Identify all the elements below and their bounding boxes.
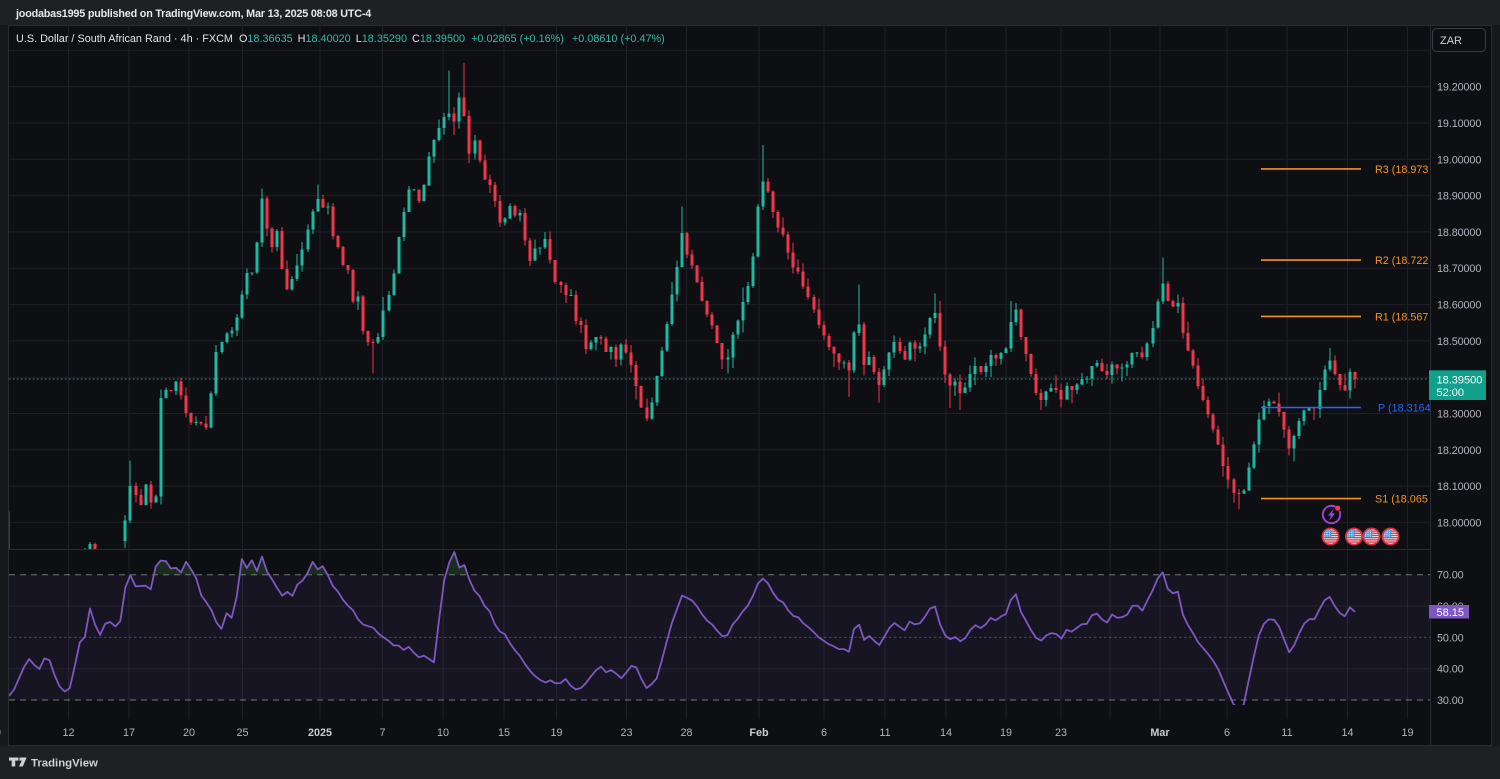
- svg-text:2025: 2025: [308, 727, 332, 739]
- svg-text:11: 11: [1281, 727, 1292, 739]
- svg-text:18.90000: 18.90000: [1437, 191, 1481, 203]
- svg-text:joodabas1995 published on Trad: joodabas1995 published on TradingView.co…: [15, 8, 371, 20]
- svg-text:20: 20: [183, 727, 195, 739]
- svg-text:U.S. Dollar / South African Ra: U.S. Dollar / South African Rand · 4h · …: [16, 33, 665, 45]
- svg-text:15: 15: [498, 727, 510, 739]
- svg-text:23: 23: [620, 727, 632, 739]
- svg-text:6: 6: [821, 727, 827, 739]
- svg-text:R3 (18.973: R3 (18.973: [1375, 164, 1428, 176]
- svg-text:18.00000: 18.00000: [1437, 517, 1481, 529]
- svg-text:11: 11: [879, 727, 890, 739]
- svg-text:6: 6: [1224, 727, 1230, 739]
- svg-text:19.10000: 19.10000: [1437, 118, 1481, 130]
- svg-text:9: 9: [0, 727, 1, 739]
- svg-text:30.00: 30.00: [1437, 695, 1464, 707]
- svg-text:18.39500: 18.39500: [1437, 375, 1483, 387]
- svg-text:P (18.3164: P (18.3164: [1378, 403, 1431, 415]
- svg-text:18.10000: 18.10000: [1437, 481, 1481, 493]
- svg-text:Mar: Mar: [1150, 727, 1170, 739]
- svg-text:52:00: 52:00: [1437, 387, 1465, 399]
- svg-text:Feb: Feb: [749, 727, 769, 739]
- svg-text:18.20000: 18.20000: [1437, 445, 1481, 457]
- svg-text:18.70000: 18.70000: [1437, 263, 1481, 275]
- svg-text:R2 (18.722: R2 (18.722: [1375, 255, 1428, 267]
- svg-text:19: 19: [1000, 727, 1012, 739]
- svg-text:18.80000: 18.80000: [1437, 227, 1481, 239]
- svg-text:10: 10: [437, 727, 449, 739]
- svg-text:18.50000: 18.50000: [1437, 336, 1481, 348]
- svg-text:23: 23: [1055, 727, 1067, 739]
- svg-text:70.00: 70.00: [1437, 570, 1464, 582]
- svg-text:19: 19: [1401, 727, 1413, 739]
- svg-text:18.60000: 18.60000: [1437, 300, 1481, 312]
- svg-text:40.00: 40.00: [1437, 664, 1464, 676]
- svg-text:S1 (18.065: S1 (18.065: [1375, 494, 1428, 506]
- svg-text:7: 7: [379, 727, 385, 739]
- svg-text:58.15: 58.15: [1437, 607, 1465, 619]
- svg-text:18.30000: 18.30000: [1437, 409, 1481, 421]
- svg-text:28: 28: [680, 727, 692, 739]
- svg-text:TradingView: TradingView: [31, 758, 98, 770]
- svg-text:R1 (18.567: R1 (18.567: [1375, 311, 1428, 323]
- svg-text:25: 25: [236, 727, 248, 739]
- svg-text:ZAR: ZAR: [1440, 35, 1462, 47]
- svg-text:19.00000: 19.00000: [1437, 154, 1481, 166]
- svg-text:12: 12: [62, 727, 74, 739]
- svg-text:14: 14: [940, 727, 952, 739]
- svg-text:50.00: 50.00: [1437, 632, 1464, 644]
- svg-text:19.20000: 19.20000: [1437, 82, 1481, 94]
- svg-text:19: 19: [550, 727, 562, 739]
- svg-text:14: 14: [1341, 727, 1353, 739]
- svg-text:17: 17: [123, 727, 135, 739]
